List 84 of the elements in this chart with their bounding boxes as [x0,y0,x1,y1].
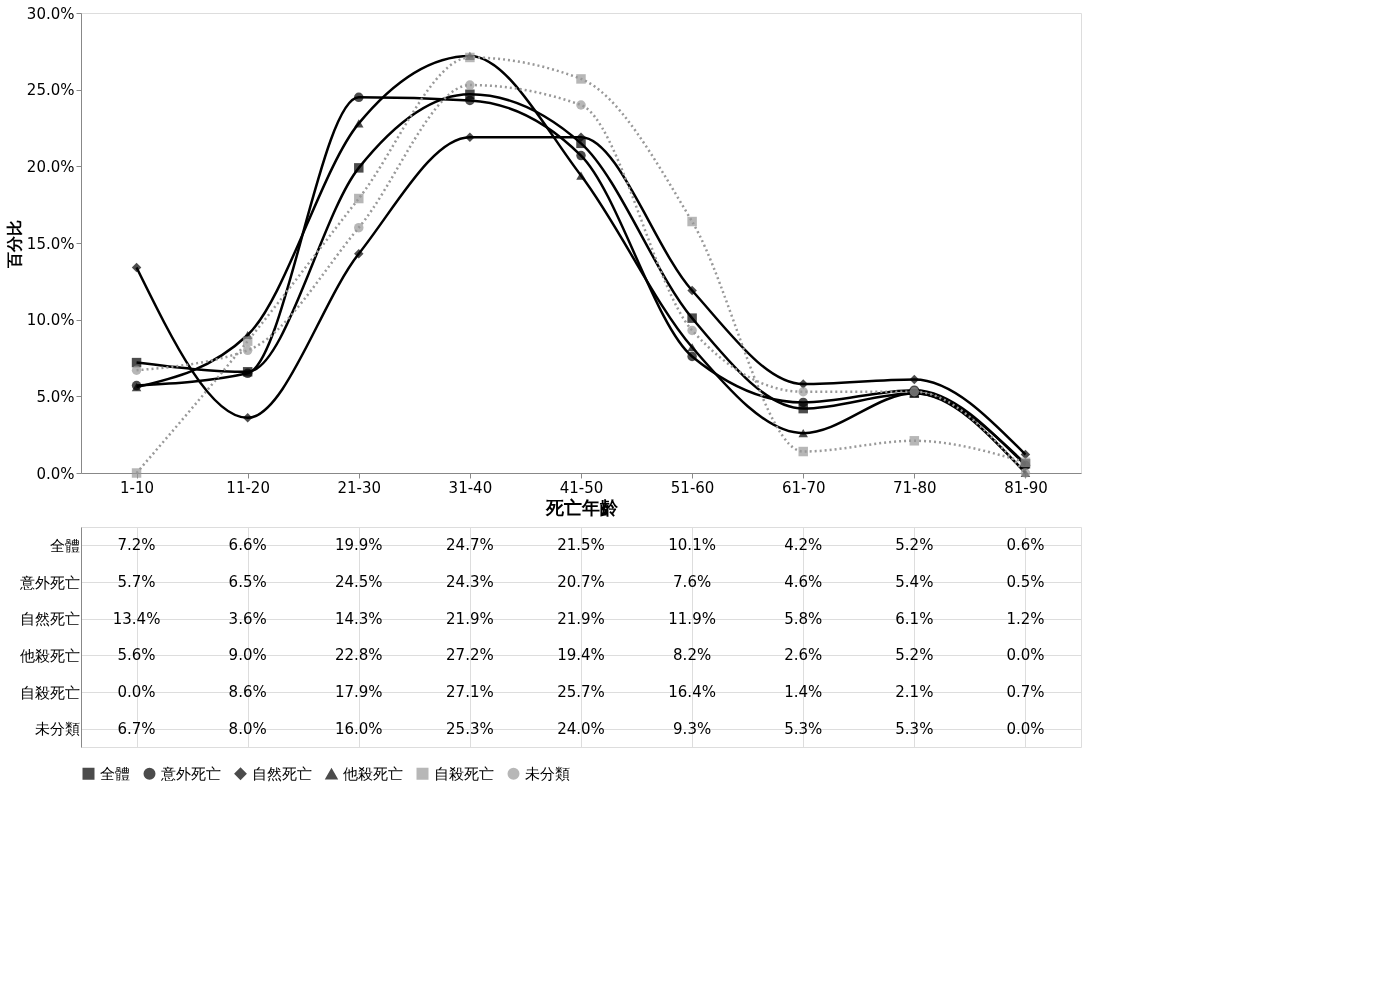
y-tick-label: 10.0% [26,311,75,330]
data-label: 9.3% [673,719,712,738]
data-label: 5.3% [895,719,934,738]
data-label: 21.9% [446,609,494,628]
data-label: 8.2% [673,646,712,665]
x-tick-label: 61-70 [781,478,826,497]
x-tick-label: 31-40 [448,478,493,497]
text: 全體 [49,536,80,555]
x-tick-label: 11-20 [226,478,270,497]
data-label: 7.6% [673,573,712,591]
text: 自殺死亡 [19,683,80,702]
y-axis-title: 百分比 [4,219,24,269]
legend-label: 自然死亡 [252,764,312,783]
data-label: 0.0% [1006,719,1045,738]
y-tick-label: 30.0% [26,4,75,23]
data-label: 5.4% [895,573,934,591]
data-label: 24.5% [334,573,383,591]
text: 意外死亡 [19,573,80,592]
data-label: 24.3% [446,573,494,591]
data-label: 11.9% [668,609,716,628]
data-label: 24.0% [557,719,605,738]
y-tick-label: 15.0% [26,234,75,253]
data-label: 27.2% [446,646,494,665]
data-label: 13.4% [112,609,161,628]
x-tick-label: 1-10 [120,478,155,497]
y-tick-label: 0.0% [36,464,75,483]
data-label: 7.2% [117,536,156,555]
data-label: 4.6% [784,573,823,591]
data-label: 14.3% [334,609,383,628]
data-label: 21.5% [557,536,605,555]
data-label: 2.6% [784,646,823,665]
data-label: 9.0% [228,646,267,665]
x-tick-label: 41-50 [559,478,604,497]
data-label: 25.7% [557,683,605,701]
data-label: 1.2% [1006,609,1045,628]
data-label: 6.1% [895,609,934,628]
y-tick-label: 25.0% [26,81,75,100]
data-label: 8.6% [228,683,267,701]
data-label: 2.1% [895,683,934,701]
data-label: 6.7% [117,719,156,738]
data-label: 5.7% [117,573,156,591]
legend-label: 自殺死亡 [434,764,494,783]
x-tick-label: 81-90 [1004,478,1048,497]
data-label: 1.4% [784,683,823,701]
data-label: 5.6% [117,646,156,665]
data-label: 20.7% [557,573,605,591]
x-tick-label: 71-80 [893,478,937,497]
data-label: 10.1% [668,536,716,555]
data-label: 0.0% [117,683,156,701]
data-label: 8.0% [228,719,267,738]
data-label: 0.6% [1006,536,1045,555]
data-label: 6.6% [228,536,267,555]
data-label: 5.8% [784,609,823,628]
text: 未分類 [34,720,80,739]
y-tick-label: 20.0% [26,157,75,176]
data-label: 0.0% [1006,646,1045,665]
data-label: 16.0% [334,719,383,738]
data-label: 19.4% [557,646,605,665]
data-label: 5.2% [895,646,934,665]
legend-label: 他殺死亡 [343,765,403,784]
data-label: 17.9% [334,683,383,701]
data-label: 5.2% [895,536,934,555]
data-label: 19.9% [334,536,383,555]
legend-label: 全體 [100,764,130,783]
data-label: 25.3% [446,719,494,738]
data-label: 6.5% [228,573,267,591]
data-label: 3.6% [228,609,267,628]
text: 自然死亡 [19,610,80,629]
data-label: 21.9% [557,609,605,628]
text: 他殺死亡 [19,646,80,665]
x-axis-title: 死亡年齡 [544,496,619,518]
x-tick-label: 51-60 [670,478,715,497]
data-label: 0.7% [1006,683,1045,701]
legend-label: 未分類 [525,764,570,783]
data-label: 27.1% [446,683,494,701]
data-label: 5.3% [784,719,823,738]
data-label: 0.5% [1006,573,1045,591]
data-label: 4.2% [784,536,823,555]
data-label: 16.4% [668,683,716,701]
legend-label: 意外死亡 [160,764,221,783]
y-tick-label: 5.0% [36,387,75,406]
x-tick-label: 21-30 [337,478,382,497]
data-label: 24.7% [446,536,494,555]
data-label: 22.8% [334,646,383,665]
